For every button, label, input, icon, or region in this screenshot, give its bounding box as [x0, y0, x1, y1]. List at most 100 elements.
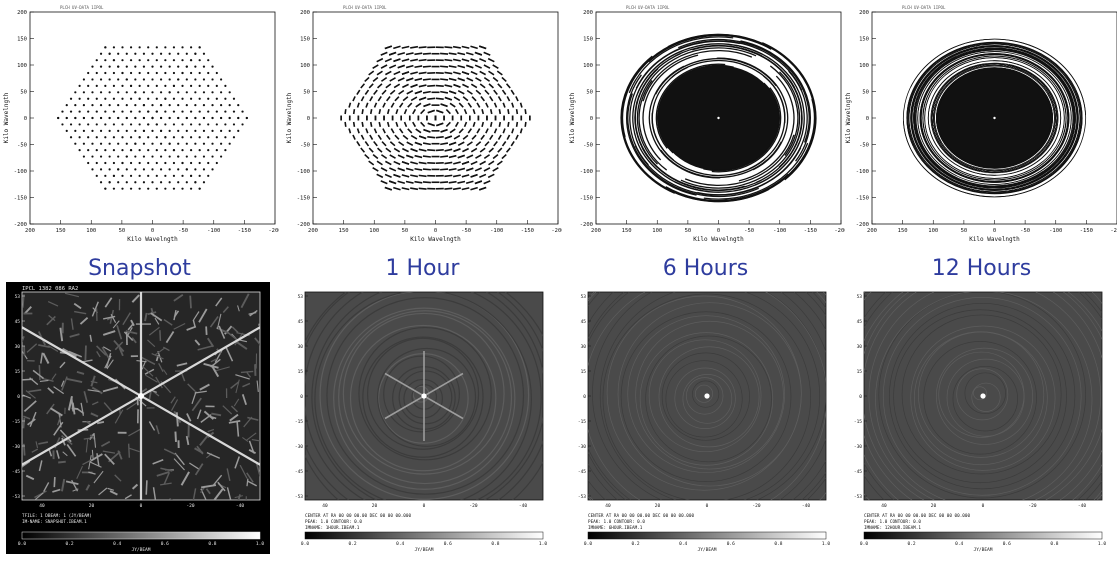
- uv-track: [480, 96, 485, 102]
- x-tick-label: 50: [119, 228, 126, 234]
- y-axis-label: Kilo Wavelngth: [286, 92, 293, 143]
- uv-sample: [129, 136, 133, 139]
- uv-track: [368, 147, 374, 153]
- sidelobe-ring: [910, 325, 1056, 471]
- sidelobe-streak: [211, 412, 222, 417]
- uv-sample: [138, 136, 141, 139]
- uv-sample: [224, 110, 227, 113]
- uv-sample: [95, 161, 98, 165]
- sidelobe-ring: [658, 346, 760, 448]
- uv-track: [440, 90, 449, 94]
- uv-track: [401, 58, 410, 62]
- uv-track: [384, 173, 392, 178]
- uv-sample: [78, 110, 81, 113]
- uv-track: [372, 167, 379, 172]
- uv-coverage-plot: PLCH UV-DATA 1IPOL 200 150 100 50 0 -50 -100 -1…: [286, 5, 562, 243]
- uv-track: [453, 148, 461, 153]
- uv-track: [444, 135, 453, 140]
- uv-sample: [207, 84, 210, 87]
- x-tick-label: -20: [752, 503, 760, 509]
- uv-sample: [142, 104, 146, 107]
- uv-track: [410, 71, 418, 75]
- uv-track: [489, 96, 494, 102]
- uv-sample: [151, 116, 154, 120]
- uv-sample: [198, 110, 201, 113]
- uv-arc: [634, 68, 746, 191]
- sidelobe-ring: [901, 314, 1062, 475]
- sidelobe-streak: [67, 395, 73, 411]
- uv-track: [389, 154, 396, 159]
- sidelobe-ring: [956, 368, 1009, 421]
- uv-sample: [202, 155, 206, 158]
- x-tick-label: -150: [1080, 228, 1093, 234]
- sidelobe-streak: [246, 472, 254, 483]
- uv-sample: [198, 46, 201, 49]
- uv-sample: [82, 142, 85, 145]
- uv-track: [373, 128, 378, 134]
- colorbar-unit-label: JY/BEAM: [698, 547, 717, 553]
- uv-track: [487, 173, 495, 179]
- uv-track: [440, 103, 448, 108]
- sidelobe-streak: [40, 352, 44, 364]
- y-tick-label: 150: [17, 37, 27, 43]
- uv-sample: [241, 123, 244, 126]
- colorbar: [21, 531, 261, 540]
- y-tick-label: -53: [854, 494, 862, 500]
- sidelobe-ring: [627, 315, 785, 473]
- sidelobe-streak: [156, 471, 170, 477]
- y-tick-label: -50: [859, 143, 869, 149]
- uv-sample: [61, 123, 64, 126]
- sidelobe-ring: [674, 367, 736, 429]
- uv-sample: [237, 104, 240, 107]
- sidelobe-streak: [104, 297, 113, 308]
- uv-sample: [155, 123, 158, 126]
- uv-track: [410, 134, 418, 140]
- uv-sample: [159, 91, 163, 94]
- uv-sample: [155, 59, 158, 62]
- uv-sample: [142, 65, 146, 68]
- uv-sample: [121, 71, 124, 75]
- beam-peak: [704, 393, 710, 399]
- uv-sample: [164, 46, 167, 49]
- uv-sample: [78, 84, 81, 87]
- sidelobe-ring: [314, 292, 532, 500]
- uv-sample: [112, 174, 116, 177]
- x-axis-label: Kilo Wavelngth: [410, 236, 461, 243]
- y-tick-label: 15: [15, 369, 21, 375]
- y-tick-label: -53: [12, 494, 20, 500]
- sidelobe-ring: [620, 311, 792, 482]
- sidelobe-streak: [127, 323, 134, 331]
- uv-sample: [207, 110, 210, 113]
- uv-track: [461, 71, 470, 75]
- uv-track: [427, 84, 436, 87]
- uv-track: [422, 155, 431, 158]
- uv-track: [457, 141, 465, 146]
- uv-sample: [151, 168, 154, 171]
- uv-sample: [134, 129, 137, 132]
- uv-sample: [134, 52, 137, 55]
- sidelobe-streak: [141, 356, 156, 365]
- uv-sample: [172, 161, 176, 165]
- sidelobe-streak: [58, 460, 66, 464]
- uv-sample: [129, 110, 133, 113]
- uv-sample: [185, 78, 188, 81]
- uv-sample: [189, 59, 193, 62]
- uv-sample: [147, 149, 150, 152]
- sidelobe-streak: [160, 467, 173, 472]
- sidelobe-streak: [229, 413, 239, 422]
- uv-sample: [202, 129, 206, 132]
- uv-track: [501, 141, 507, 147]
- sidelobe-streak: [85, 438, 89, 453]
- uv-track: [484, 89, 490, 95]
- sidelobe-streak: [159, 330, 162, 341]
- uv-sample: [164, 110, 167, 113]
- uv-track: [398, 89, 405, 95]
- uv-sample: [125, 142, 128, 145]
- uv-sample: [224, 123, 227, 126]
- x-tick-label: -150: [804, 228, 817, 234]
- uv-sample: [164, 187, 167, 190]
- sidelobe-streak: [53, 477, 56, 488]
- colorbar-tick-label: 0.6: [161, 541, 169, 547]
- uv-sample: [224, 97, 227, 100]
- x-tick-label: -20: [469, 503, 477, 509]
